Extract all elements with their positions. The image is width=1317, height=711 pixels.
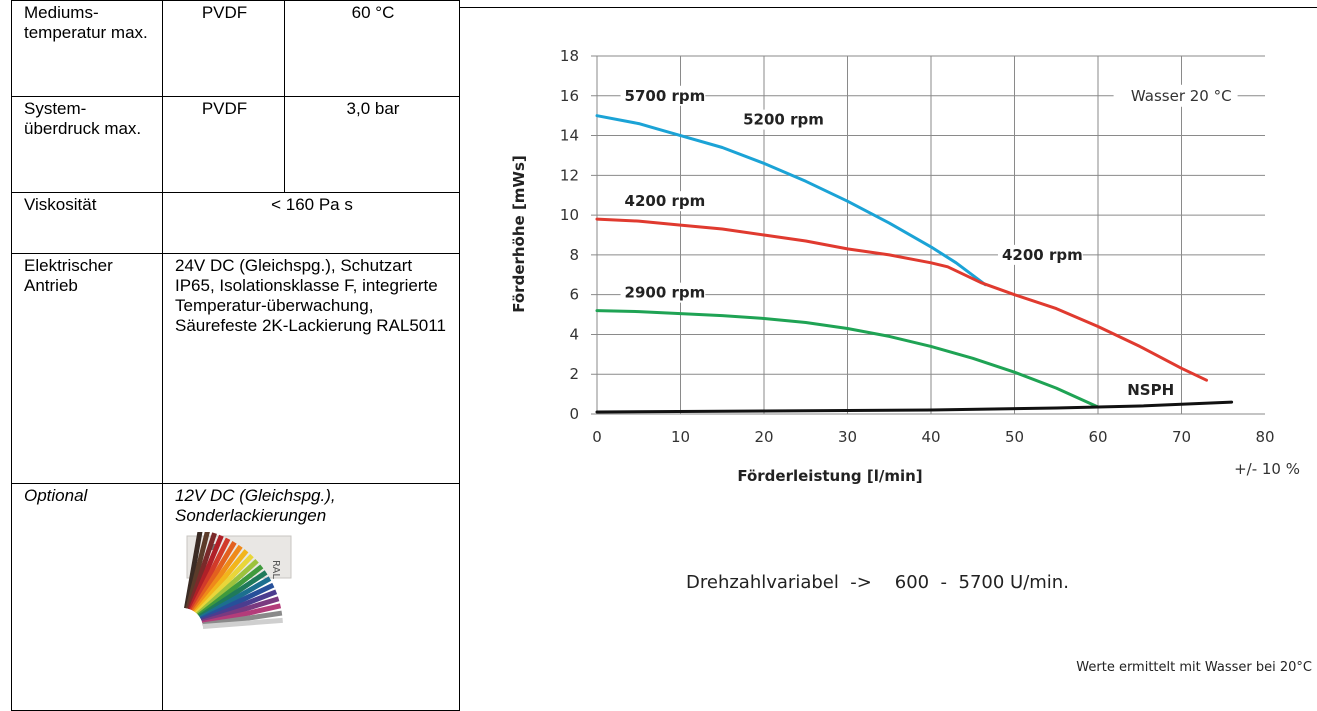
ral-deck-text: RAL <box>270 560 281 579</box>
x-tick-label: 80 <box>1255 428 1274 446</box>
top-border <box>460 7 1317 8</box>
optional-label: Optional <box>11 483 163 711</box>
system-pressure-label: System-überdruck max. <box>11 96 163 193</box>
y-axis-title: Förderhöhe [mWs] <box>510 155 528 313</box>
system-pressure-value: 3,0 bar <box>284 96 460 193</box>
optional-cell: 12V DC (Gleichspg.), Sonderlackierungen … <box>162 483 460 711</box>
water-note: Wasser 20 °C <box>1131 87 1232 105</box>
table-row: Optional 12V DC (Gleichspg.), Sonderlack… <box>11 483 460 711</box>
series-line <box>595 309 1100 409</box>
series-line <box>595 114 987 287</box>
y-tick-label: 2 <box>569 365 579 383</box>
curve-label-background <box>620 282 706 303</box>
x-tick-label: 40 <box>921 428 940 446</box>
table-row: Elektrischer Antrieb 24V DC (Gleichspg.)… <box>11 253 460 485</box>
drive-label: Elektrischer Antrieb <box>11 253 163 485</box>
curve-label: 5200 rpm <box>743 111 824 129</box>
curve-label-background <box>620 191 706 212</box>
chart-series <box>595 114 1234 414</box>
x-tick-label: 20 <box>754 428 773 446</box>
viscosity-label: Viskosität <box>11 191 163 255</box>
x-tick-label: 30 <box>838 428 857 446</box>
medium-temp-label: Mediums-temperatur max. <box>11 0 163 98</box>
series-line <box>595 400 1234 414</box>
chart-ticks: 0 10 20 30 40 50 60 70 80 0 2 4 6 8 10 12 14 16 18 <box>560 47 1275 446</box>
y-tick-label: 18 <box>560 47 579 65</box>
x-tick-label: 0 <box>592 428 602 446</box>
pump-curve-chart: 0 10 20 30 40 50 60 70 80 0 2 4 6 8 10 12 14 16 18 Wasser … <box>510 47 1300 485</box>
x-axis-title: Förderleistung [l/min] <box>737 467 922 485</box>
y-tick-label: 0 <box>569 405 579 423</box>
viscosity-value: < 160 Pa s <box>162 191 460 255</box>
x-tick-label: 60 <box>1088 428 1107 446</box>
table-row: System-überdruck max. PVDF 3,0 bar <box>11 96 460 193</box>
curve-label-background <box>997 244 1083 265</box>
ral-fan-strips <box>184 532 283 629</box>
system-pressure-material: PVDF <box>162 96 285 193</box>
x-tick-label: 10 <box>671 428 690 446</box>
drive-value: 24V DC (Gleichspg.), Schutzart IP65, Iso… <box>162 253 460 485</box>
table-row: Viskosität < 160 Pa s <box>11 191 460 255</box>
y-tick-label: 10 <box>560 206 579 224</box>
y-tick-label: 6 <box>569 286 579 304</box>
chart-curve-labels: Wasser 20 °C 5700 rpm 5200 rpm 4200 rpm 4200… <box>620 84 1238 401</box>
x-tick-label: 50 <box>1005 428 1024 446</box>
optional-value: 12V DC (Gleichspg.), Sonderlackierungen <box>175 486 336 526</box>
table-row: Mediums-temperatur max. PVDF 60 °C <box>11 0 460 98</box>
ral-color-fan-image: RAL <box>184 532 292 629</box>
series-line <box>595 217 1208 382</box>
y-tick-label: 8 <box>569 246 579 264</box>
ral-fan-strip <box>202 617 283 629</box>
curve-label: 4200 rpm <box>1002 246 1083 264</box>
ral-deck-mark <box>211 544 217 551</box>
speed-range-text: Drehzahlvariabel -> 600 - 5700 U/min. <box>686 572 1069 593</box>
y-tick-label: 14 <box>560 127 579 145</box>
y-tick-label: 16 <box>560 87 579 105</box>
curve-label-background <box>1123 380 1170 401</box>
curve-label-background <box>739 109 824 130</box>
curve-label: 2900 rpm <box>625 284 706 302</box>
curve-label: NSPH <box>1127 381 1174 399</box>
spec-table: Mediums-temperatur max. PVDF 60 °C Syste… <box>11 0 460 711</box>
curve-label: 4200 rpm <box>625 192 706 210</box>
tolerance-note: +/- 10 % <box>1234 460 1300 478</box>
medium-temp-material: PVDF <box>162 0 285 98</box>
medium-temp-value: 60 °C <box>284 0 460 98</box>
x-tick-label: 70 <box>1172 428 1191 446</box>
y-tick-label: 4 <box>569 325 579 343</box>
curve-label: 5700 rpm <box>625 87 706 105</box>
water-note-background <box>1113 84 1238 107</box>
footnote: Werte ermittelt mit Wasser bei 20°C <box>1076 660 1312 675</box>
curve-label-background <box>620 85 706 106</box>
y-tick-label: 12 <box>560 166 579 184</box>
